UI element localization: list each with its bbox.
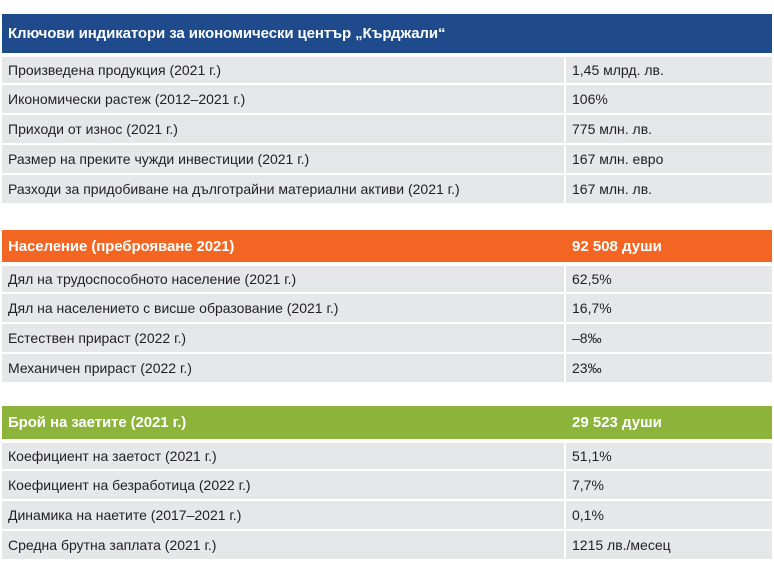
section-header: Брой на заетите (2021 г.) 29 523 души (2, 406, 772, 439)
row-label: Дял на трудоспособното население (2021 г… (2, 266, 566, 292)
table-row: Динамика на наетите (2017–2021 г.) 0,1% (2, 499, 772, 529)
table-row: Произведена продукция (2021 г.) 1,45 млр… (2, 53, 772, 83)
section-total: 29 523 души (572, 414, 662, 431)
row-label: Коефициент на безработица (2022 г.) (2, 471, 566, 499)
table-row: Механичен прираст (2022 г.) 23‰ (2, 352, 772, 382)
section-population: Население (преброяване 2021) 92 508 души… (2, 230, 772, 382)
section-rows: Коефициент на заетост (2021 г.) 51,1% Ко… (2, 439, 772, 559)
row-label: Естествен прираст (2022 г.) (2, 324, 566, 352)
row-label: Средна брутна заплата (2021 г.) (2, 531, 566, 559)
row-value: 62,5% (572, 271, 612, 287)
row-value: 0,1% (572, 507, 604, 523)
row-value: 167 млн. лв. (572, 181, 653, 197)
row-label: Дял на населението с висше образование (… (2, 294, 566, 322)
row-label: Приходи от износ (2021 г.) (2, 115, 566, 143)
table-row: Икономически растеж (2012–2021 г.) 106% (2, 83, 772, 113)
section-title: Ключови индикатори за икономически центъ… (8, 25, 446, 42)
table-row: Коефициент на безработица (2022 г.) 7,7% (2, 469, 772, 499)
row-value: 106% (572, 91, 608, 107)
section-header: Население (преброяване 2021) 92 508 души (2, 230, 772, 262)
section-title: Население (преброяване 2021) (8, 237, 235, 255)
row-value: –8‰ (572, 330, 602, 346)
row-value: 16,7% (572, 300, 612, 316)
table-row: Естествен прираст (2022 г.) –8‰ (2, 322, 772, 352)
table-row: Размер на преките чужди инвестиции (2021… (2, 143, 772, 173)
table-row: Коефициент на заетост (2021 г.) 51,1% (2, 439, 772, 469)
row-value: 1,45 млрд. лв. (572, 62, 664, 78)
section-header: Ключови индикатори за икономически центъ… (2, 14, 772, 53)
table-row: Разходи за придобиване на дълготрайни ма… (2, 173, 772, 203)
section-total: 92 508 души (572, 237, 662, 255)
table-row: Приходи от износ (2021 г.) 775 млн. лв. (2, 113, 772, 143)
row-label: Разходи за придобиване на дълготрайни ма… (2, 175, 566, 203)
table-row: Дял на трудоспособното население (2021 г… (2, 262, 772, 292)
section-rows: Произведена продукция (2021 г.) 1,45 млр… (2, 53, 772, 203)
section-economic-indicators: Ключови индикатори за икономически центъ… (2, 14, 772, 203)
row-value: 7,7% (572, 477, 604, 493)
section-rows: Дял на трудоспособното население (2021 г… (2, 262, 772, 382)
row-value: 23‰ (572, 360, 602, 376)
row-label: Механичен прираст (2022 г.) (2, 354, 566, 382)
row-value: 51,1% (572, 448, 612, 464)
row-value: 167 млн. евро (572, 151, 664, 167)
table-row: Средна брутна заплата (2021 г.) 1215 лв.… (2, 529, 772, 559)
section-employment: Брой на заетите (2021 г.) 29 523 души Ко… (2, 406, 772, 559)
row-label: Динамика на наетите (2017–2021 г.) (2, 501, 566, 529)
row-label: Икономически растеж (2012–2021 г.) (2, 85, 566, 113)
row-label: Размер на преките чужди инвестиции (2021… (2, 145, 566, 173)
section-title: Брой на заетите (2021 г.) (8, 414, 187, 431)
row-value: 775 млн. лв. (572, 121, 653, 137)
table-row: Дял на населението с висше образование (… (2, 292, 772, 322)
row-value: 1215 лв./месец (572, 537, 671, 553)
row-label: Произведена продукция (2021 г.) (2, 57, 566, 83)
row-label: Коефициент на заетост (2021 г.) (2, 443, 566, 469)
